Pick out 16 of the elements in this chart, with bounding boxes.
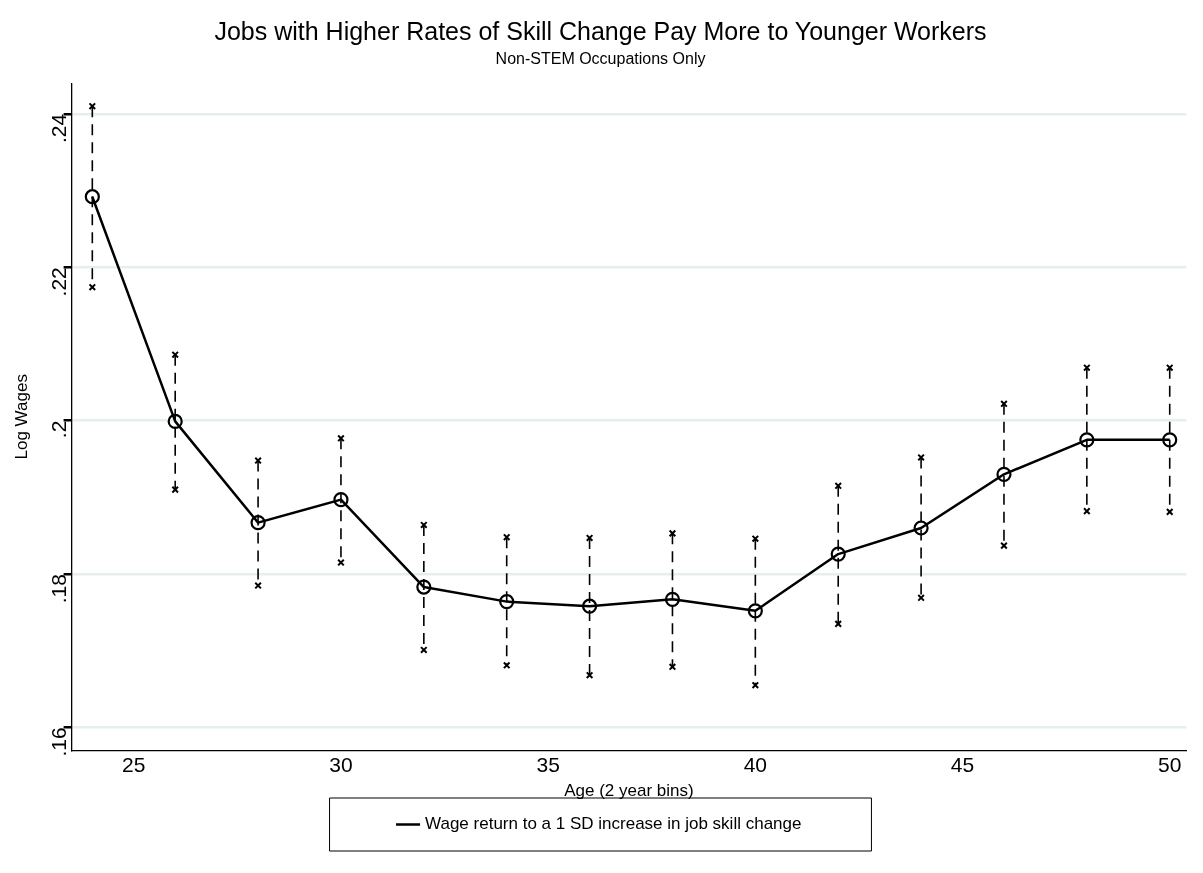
y-tick-label: .24 xyxy=(47,113,71,144)
y-tick-label: .18 xyxy=(47,574,71,604)
x-tick-label: 40 xyxy=(743,752,768,776)
x-tick-label: 45 xyxy=(950,752,975,776)
chart-subtitle: Non-STEM Occupations Only xyxy=(495,50,706,68)
x-tick-label: 25 xyxy=(122,752,146,776)
legend-label: Wage return to a 1 SD increase in job skill change xyxy=(425,814,802,834)
y-axis-title: Log Wages xyxy=(11,374,31,460)
y-tick-label: .22 xyxy=(47,267,71,297)
y-tick-label: .2 xyxy=(47,420,71,439)
x-tick-label: 50 xyxy=(1158,752,1182,776)
x-tick-label: 35 xyxy=(536,752,560,776)
x-tick-label: 30 xyxy=(329,752,353,776)
chart-title: Jobs with Higher Rates of Skill Change Pay More to Younger Workers xyxy=(214,16,987,45)
y-tick-label: .16 xyxy=(47,727,71,757)
x-axis-title: Age (2 year bins) xyxy=(564,781,694,801)
